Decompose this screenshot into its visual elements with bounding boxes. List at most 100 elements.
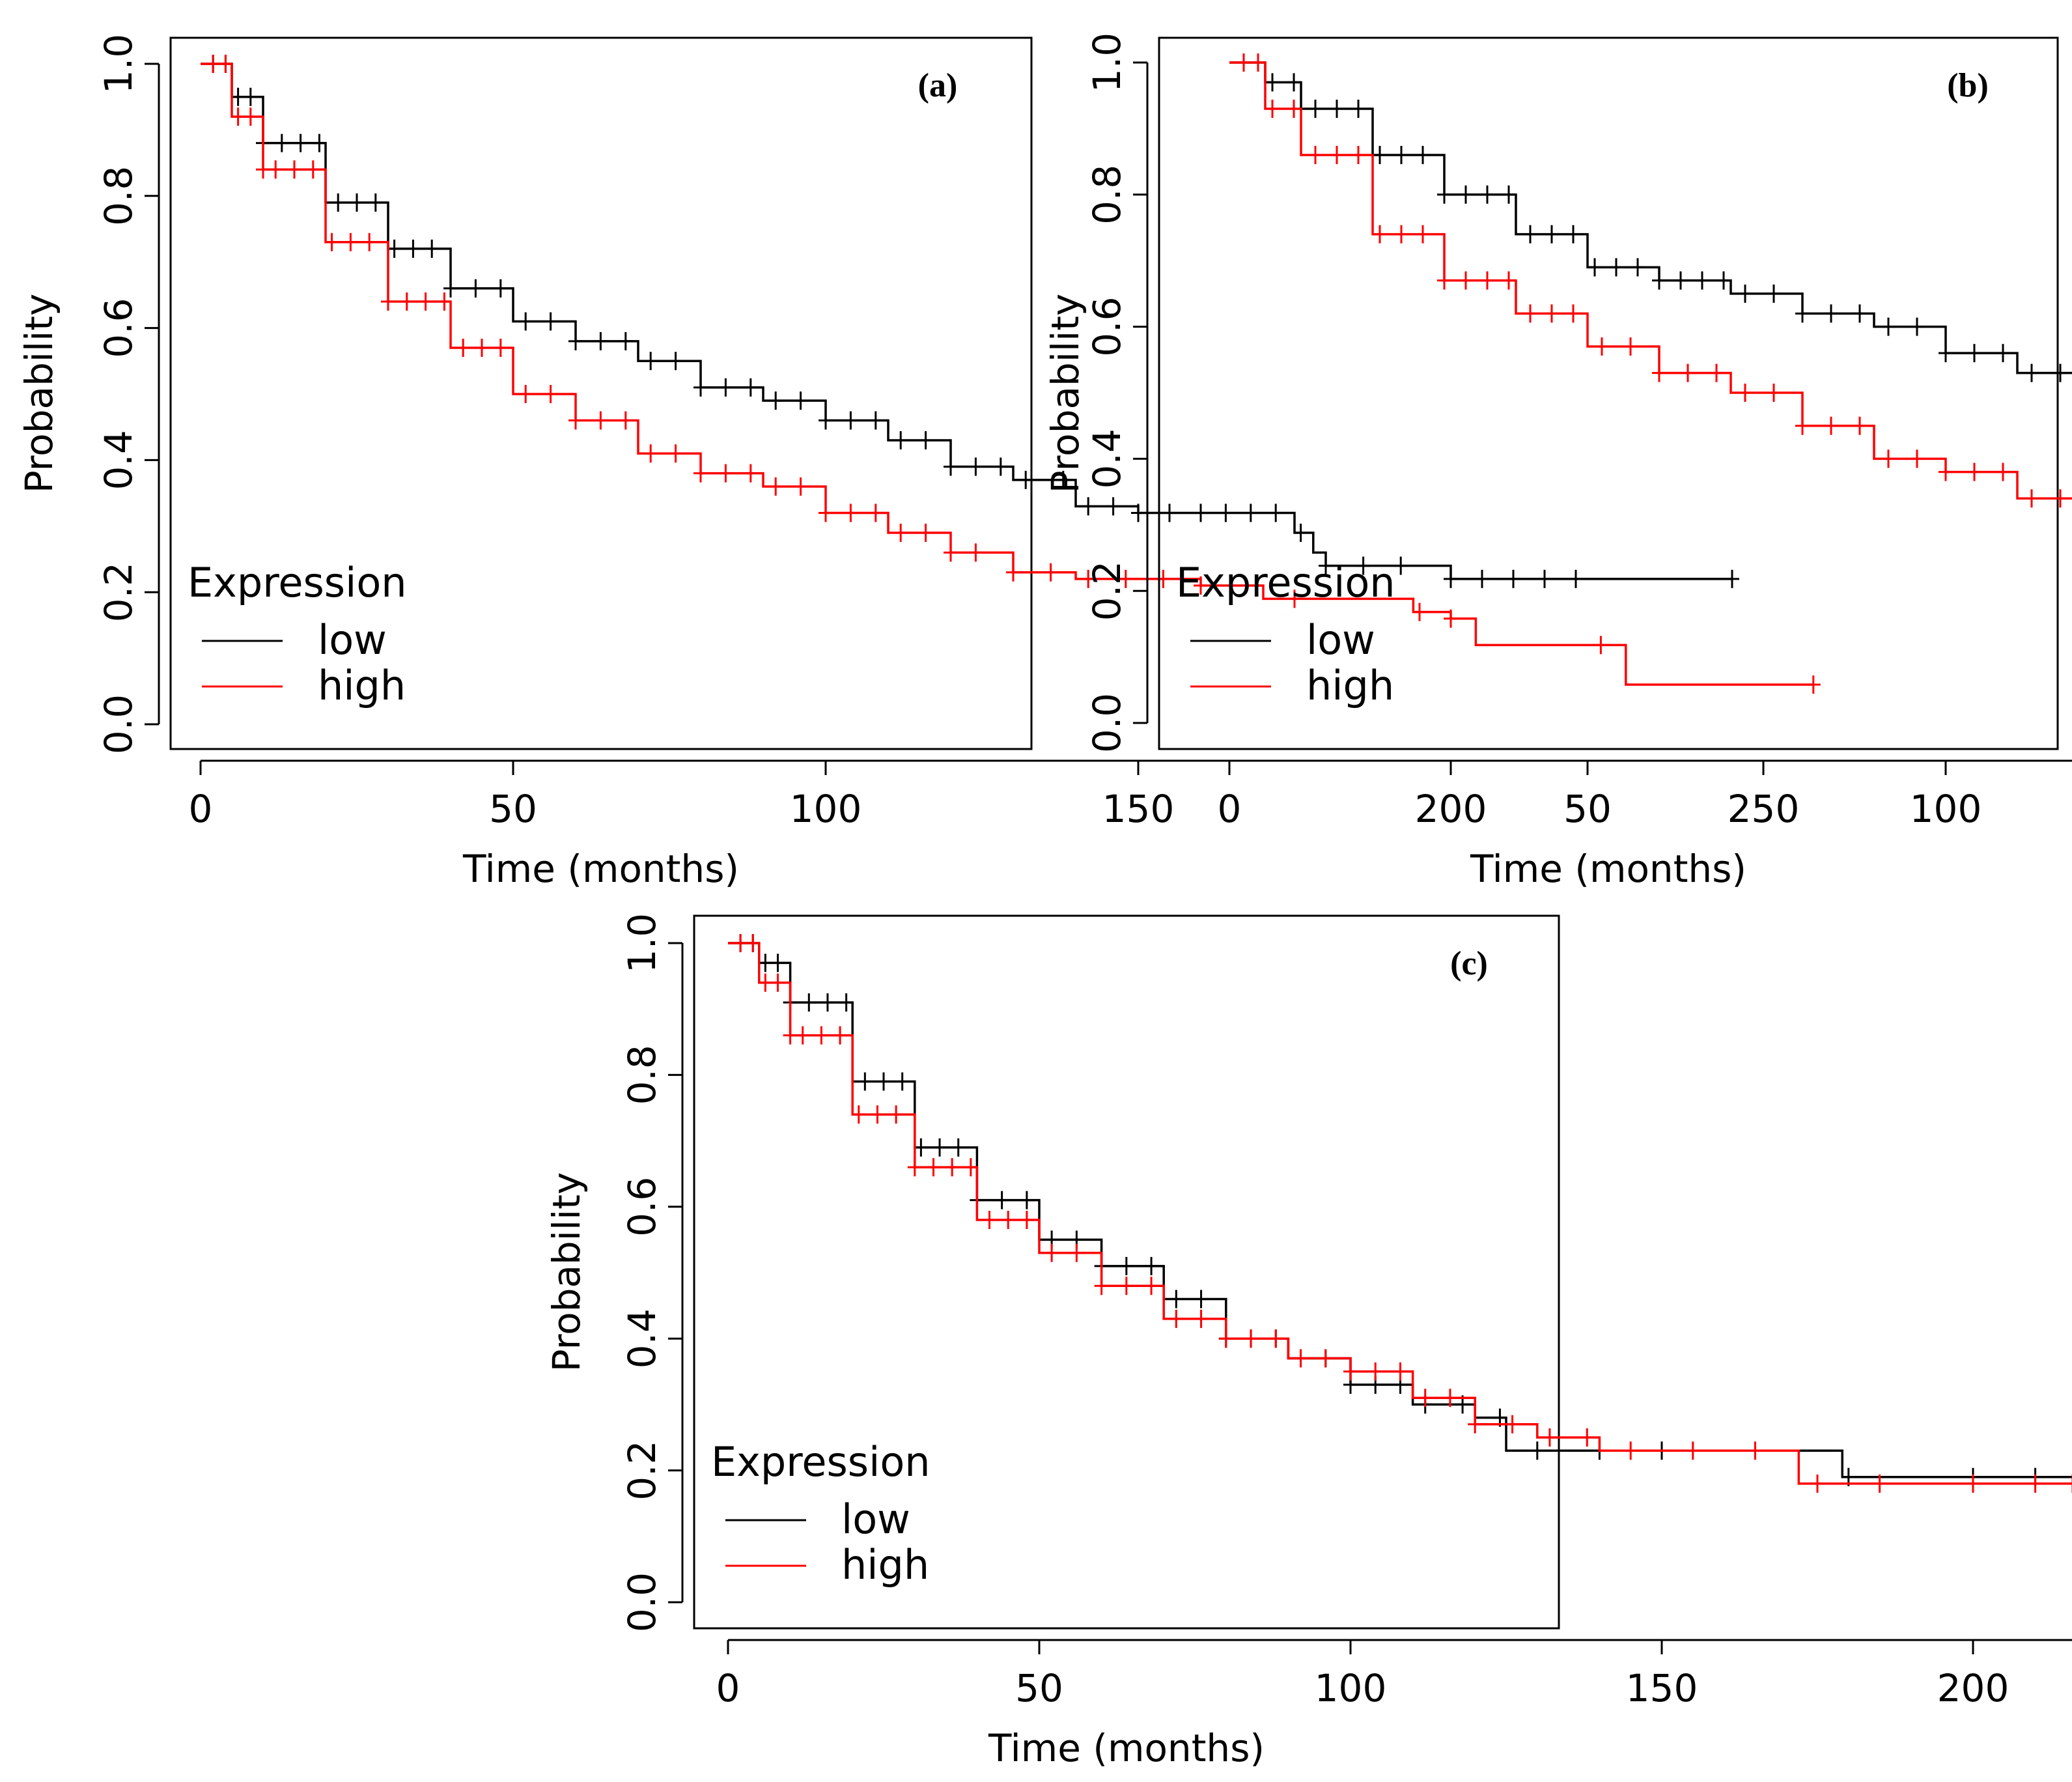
censor-mark-high: [1767, 384, 1781, 402]
plot-frame: [169, 36, 1033, 750]
censor-mark-high: [982, 1211, 997, 1230]
censor-mark-low: [768, 391, 783, 410]
censor-mark-low: [1530, 1441, 1545, 1460]
censor-mark-low: [1631, 258, 1645, 277]
censor-mark-low: [1939, 344, 1953, 363]
censor-mark-high: [1001, 1211, 1016, 1230]
censor-mark-low: [1330, 99, 1344, 118]
censor-mark-high: [1318, 1349, 1333, 1368]
censor-mark-high: [1119, 1277, 1134, 1295]
censor-mark-low: [1351, 99, 1365, 118]
censor-mark-high: [1709, 363, 1724, 382]
censor-mark-low: [993, 457, 1008, 476]
y-tick-label: 0.6: [620, 1177, 664, 1237]
censor-mark-low: [274, 134, 289, 152]
legend-entry-low: low: [841, 1495, 910, 1543]
legend-entry-high: high: [318, 662, 406, 709]
censor-mark-high: [243, 107, 258, 126]
censor-mark-high: [1502, 271, 1516, 290]
censor-mark-high: [343, 233, 358, 251]
y-tick-label: 0.2: [620, 1440, 664, 1500]
censor-mark-high: [1019, 1211, 1034, 1230]
censor-mark-high: [1287, 99, 1301, 118]
censor-mark-high: [1265, 99, 1280, 118]
censor-mark-high: [1006, 563, 1020, 582]
legend-title: Expression: [711, 1438, 931, 1486]
censor-mark-low: [406, 239, 421, 258]
censor-mark-low: [1162, 503, 1177, 522]
censor-mark-high: [418, 292, 433, 311]
censor-mark-high: [746, 934, 761, 952]
censor-mark-high: [1595, 337, 1609, 356]
censor-mark-high: [1169, 1309, 1184, 1328]
censor-mark-high: [218, 55, 233, 73]
censor-mark-low: [231, 87, 245, 106]
censor-mark-low: [1131, 503, 1145, 522]
censor-mark-high: [944, 543, 958, 562]
censor-mark-high: [287, 160, 301, 179]
censor-mark-high: [1218, 1329, 1233, 1348]
censor-mark-high: [889, 1105, 904, 1124]
censor-mark-low: [1144, 1256, 1159, 1275]
censor-mark-low: [2024, 363, 2039, 382]
y-tick-label: 0.2: [1085, 561, 1129, 621]
censor-mark-high: [1393, 1362, 1408, 1381]
y-tick-label: 0.8: [1085, 165, 1129, 225]
censor-mark-high: [814, 1026, 829, 1045]
censor-mark-low: [312, 134, 327, 152]
censor-mark-low: [1881, 317, 1896, 336]
censor-mark-high: [868, 503, 883, 522]
censor-mark-low: [518, 312, 533, 331]
censor-mark-low: [1673, 271, 1688, 290]
y-tick-label: 0.2: [96, 562, 141, 622]
censor-mark-low: [718, 378, 733, 397]
censor-mark-high: [1795, 416, 1810, 435]
censor-mark-high: [1343, 1362, 1358, 1381]
censor-mark-low: [843, 411, 858, 430]
censor-mark-high: [493, 339, 508, 358]
censor-mark-low: [1437, 185, 1451, 204]
censor-mark-high: [1287, 589, 1302, 608]
legend-entry-high: high: [841, 1541, 929, 1589]
censor-mark-high: [668, 444, 683, 463]
censor-mark-high: [1237, 53, 1251, 72]
censor-mark-high: [1566, 304, 1580, 323]
x-tick-label: 100: [1315, 1666, 1387, 1710]
censor-mark-high: [568, 411, 583, 430]
x-tick-label: 0: [716, 1666, 740, 1710]
censor-mark-low: [1194, 503, 1208, 522]
x-tick-label: 50: [489, 787, 537, 831]
censor-mark-low: [2053, 363, 2067, 382]
censor-mark-high: [768, 477, 783, 496]
censor-mark-high: [475, 339, 489, 358]
censor-mark-high: [1872, 1474, 1887, 1493]
censor-mark-high: [1480, 271, 1494, 290]
censor-mark-high: [1069, 1243, 1084, 1262]
censor-mark-low: [918, 431, 933, 449]
y-tick-label: 0.0: [620, 1572, 664, 1632]
censor-mark-high: [783, 1026, 798, 1045]
censor-mark-high: [1308, 145, 1323, 164]
legend-entry-low: low: [318, 616, 387, 664]
censor-mark-low: [758, 954, 773, 972]
censor-mark-low: [350, 193, 364, 212]
censor-mark-low: [1356, 556, 1371, 575]
censor-mark-high: [1412, 602, 1427, 621]
censor-mark-high: [324, 233, 339, 251]
censor-mark-low: [243, 87, 258, 106]
y-axis-label: Probability: [17, 294, 61, 494]
censor-mark-high: [1967, 462, 1981, 481]
x-tick-label: 0: [1218, 787, 1242, 831]
censor-mark-high: [1293, 1349, 1308, 1368]
censor-mark-high: [1043, 563, 1058, 582]
censor-mark-low: [1609, 258, 1623, 277]
censor-mark-high: [1505, 1415, 1520, 1434]
censor-mark-high: [1939, 462, 1953, 481]
x-tick-label: 0: [189, 787, 213, 831]
censor-mark-low: [1218, 503, 1233, 522]
x-axis-label: Time (months): [988, 1726, 1265, 1770]
censor-mark-low: [543, 312, 558, 331]
censor-mark-low: [387, 239, 402, 258]
